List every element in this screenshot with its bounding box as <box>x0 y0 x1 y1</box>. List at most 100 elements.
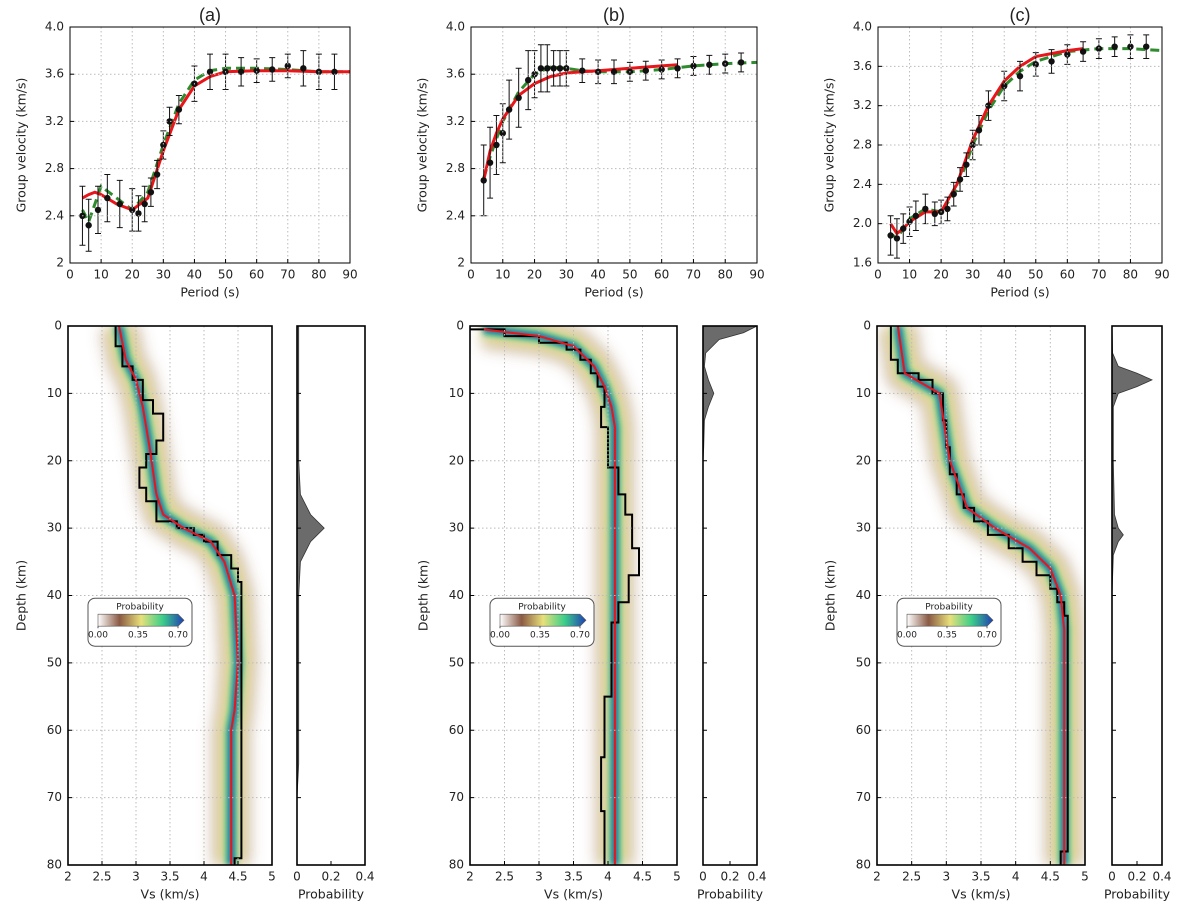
x-tick-label: 80 <box>1123 268 1138 282</box>
x-tick-label: 4 <box>200 870 208 884</box>
frame <box>877 26 1163 264</box>
x-tick-label: 80 <box>718 268 733 282</box>
frame <box>1111 325 1163 866</box>
colorbar-scale <box>906 613 994 627</box>
x-tick-label: 2.5 <box>902 870 921 884</box>
x-tick-label: 20 <box>933 268 948 282</box>
observed-point <box>975 127 983 134</box>
y-tick-label: 4.0 <box>45 20 64 34</box>
x-tick-label: 80 <box>311 268 326 282</box>
x-axis-label: Period (s) <box>180 285 239 300</box>
observed-point <box>950 190 957 198</box>
frame <box>67 325 273 866</box>
plot-area <box>99 326 258 865</box>
y-tick-label: 30 <box>856 521 871 535</box>
colorbar-tick-label: 0.70 <box>168 631 188 641</box>
y-axis-label: Depth (km) <box>823 560 838 631</box>
y-tick-label: 30 <box>449 521 464 535</box>
model-curve <box>482 60 757 179</box>
x-axis-label: Period (s) <box>584 285 643 300</box>
colorbar: Probability 0.00 0.35 0.70 <box>489 597 595 647</box>
x-tick-label: 4.5 <box>633 870 652 884</box>
observed-point <box>900 225 907 232</box>
colorbar-title: Probability <box>925 603 973 613</box>
observed-point <box>525 76 532 84</box>
y-tick-label: 80 <box>47 858 62 872</box>
x-tick-label: 70 <box>686 268 701 282</box>
x-tick-label: 0.2 <box>321 870 340 884</box>
colorbar-tick-label: 0.35 <box>128 631 148 641</box>
colorbar-scale <box>499 613 587 627</box>
y-tick-label: 60 <box>47 723 62 737</box>
frame <box>469 325 678 866</box>
observed-point <box>893 235 901 242</box>
x-tick-label: 4.5 <box>228 870 247 884</box>
x-tick-label: 4 <box>604 870 612 884</box>
observed-point <box>253 67 260 74</box>
density-shade <box>481 326 635 865</box>
y-tick-label: 70 <box>47 790 62 804</box>
x-tick-label: 2 <box>873 870 881 884</box>
x-tick-label: 20 <box>527 268 542 282</box>
x-tick-label: 60 <box>249 268 264 282</box>
y-tick-label: 40 <box>856 588 871 602</box>
x-tick-label: 90 <box>342 268 357 282</box>
x-tick-label: 0 <box>66 268 74 282</box>
observed-point <box>85 222 92 229</box>
x-tick-label: 0 <box>699 870 707 884</box>
x-tick-label: 30 <box>156 268 171 282</box>
observed-point <box>944 205 951 213</box>
model-curve <box>889 47 1084 236</box>
observed-point <box>690 62 697 70</box>
y-tick-label: 2.8 <box>446 161 465 175</box>
x-tick-label: 4 <box>1012 870 1020 884</box>
x-tick-label: 10 <box>93 268 108 282</box>
x-tick-label: 90 <box>1154 268 1169 282</box>
observed-point <box>153 171 161 178</box>
colorbar-scale <box>97 613 185 627</box>
observed-point <box>706 61 713 68</box>
y-tick-label: 40 <box>47 588 62 602</box>
y-tick-label: 50 <box>856 655 871 669</box>
panel: 0 10 20 30 40 50 60 70 80 90 2 2.4 2.8 3.2 3.6 4.0 Perio… <box>14 5 358 300</box>
observed-point <box>129 206 136 214</box>
colorbar-tick-label: 0.00 <box>88 631 108 641</box>
x-tick-label: 2 <box>64 870 72 884</box>
observed-point <box>1111 43 1118 50</box>
colorbar-tick-label: 0.70 <box>570 631 590 641</box>
observed-point <box>331 68 338 76</box>
observed-point <box>912 212 920 219</box>
x-tick-label: 2 <box>466 870 474 884</box>
observed-point <box>556 65 564 72</box>
colorbar-title: Probability <box>518 603 566 613</box>
mean-profile <box>483 328 616 865</box>
y-tick-label: 2.4 <box>446 208 465 222</box>
x-tick-label: 40 <box>187 268 202 282</box>
x-tick-label: 60 <box>1060 268 1075 282</box>
panel: 0 0.2 0.4 Probability <box>1104 325 1172 902</box>
colorbar-tick-label: 0.35 <box>937 631 957 641</box>
y-tick-label: 70 <box>856 790 871 804</box>
observed-point <box>579 67 586 74</box>
x-axis-label: Vs (km/s) <box>141 887 200 902</box>
x-tick-label: 2.5 <box>92 870 111 884</box>
y-tick-label: 20 <box>449 453 464 467</box>
x-tick-label: 30 <box>965 268 980 282</box>
model-curve <box>81 66 350 226</box>
colorbar-tick-label: 0.00 <box>490 631 510 641</box>
y-tick-label: 80 <box>449 858 464 872</box>
y-tick-label: 3.6 <box>446 67 465 81</box>
x-axis-label: Vs (km/s) <box>544 887 603 902</box>
y-tick-label: 0 <box>456 319 464 333</box>
best-profile <box>114 326 243 865</box>
panel: 0 10 20 30 40 50 60 70 80 90 1.6 2.0 2.4 2.8 3.2 3.6 4.0… <box>822 5 1170 300</box>
y-tick-label: 4.0 <box>853 20 872 34</box>
observed-point <box>147 189 155 196</box>
y-tick-label: 3.2 <box>446 114 465 128</box>
y-tick-label: 2.0 <box>853 216 872 230</box>
x-tick-label: 3 <box>132 870 140 884</box>
observed-point <box>544 65 551 72</box>
y-tick-label: 3.2 <box>45 114 64 128</box>
